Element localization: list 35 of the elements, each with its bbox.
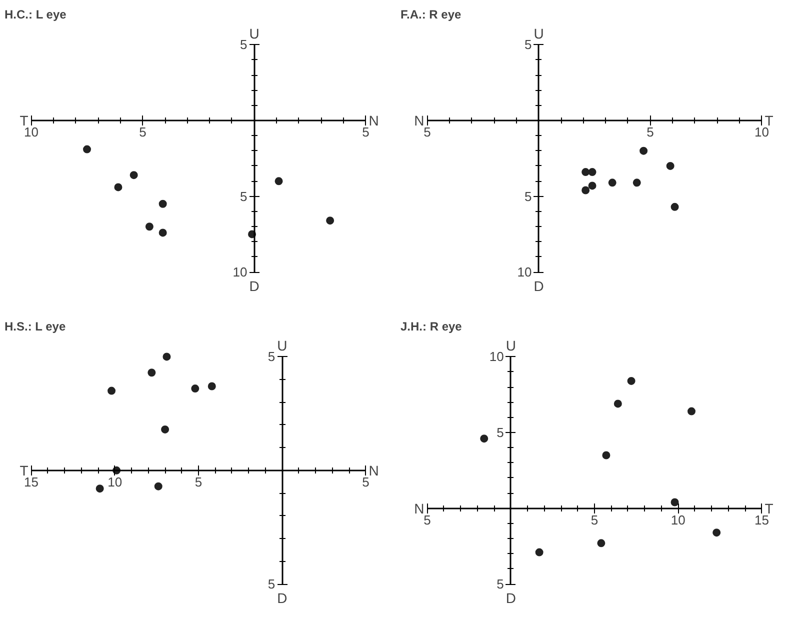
text: N: [414, 112, 424, 128]
y-tick-label: 10: [232, 264, 248, 280]
x-tick-label: 5: [590, 512, 598, 528]
y-tick-label: 5: [524, 37, 532, 52]
text: U: [506, 338, 516, 354]
chart-title: F.A.: R eye: [400, 8, 462, 22]
x-tick-label: 5: [194, 474, 202, 490]
x-tick-label: 5: [362, 474, 370, 490]
text: N: [368, 462, 379, 478]
x-tick-label: 5: [362, 124, 370, 140]
chart-title: H.S.: L eye: [4, 320, 66, 334]
y-tick-label: 5: [496, 576, 504, 592]
text: D: [534, 278, 544, 294]
x-tick-label: 10: [108, 474, 122, 490]
x-tick-label: 5: [424, 124, 431, 140]
x-tick-label: 10: [670, 512, 686, 528]
text: D: [277, 590, 288, 606]
y-tick-label: 10: [517, 264, 532, 280]
text: D: [506, 590, 516, 606]
x-tick-label: 5: [424, 512, 431, 528]
y-tick-label: 5: [496, 425, 504, 440]
text: U: [249, 26, 260, 42]
text: N: [368, 112, 379, 128]
y-tick-label: 5: [240, 188, 248, 204]
y-tick-label: 10: [489, 349, 504, 364]
y-tick-label: 5: [524, 188, 532, 204]
x-tick-label: 5: [646, 124, 654, 140]
text: N: [414, 500, 424, 516]
text: D: [249, 278, 260, 294]
chart-title: H.C.: L eye: [4, 8, 67, 22]
text: U: [277, 338, 288, 354]
chart-title: J.H.: R eye: [400, 320, 462, 334]
y-tick-label: 5: [240, 37, 248, 52]
text: U: [534, 26, 544, 42]
x-tick-label: 5: [139, 124, 146, 140]
